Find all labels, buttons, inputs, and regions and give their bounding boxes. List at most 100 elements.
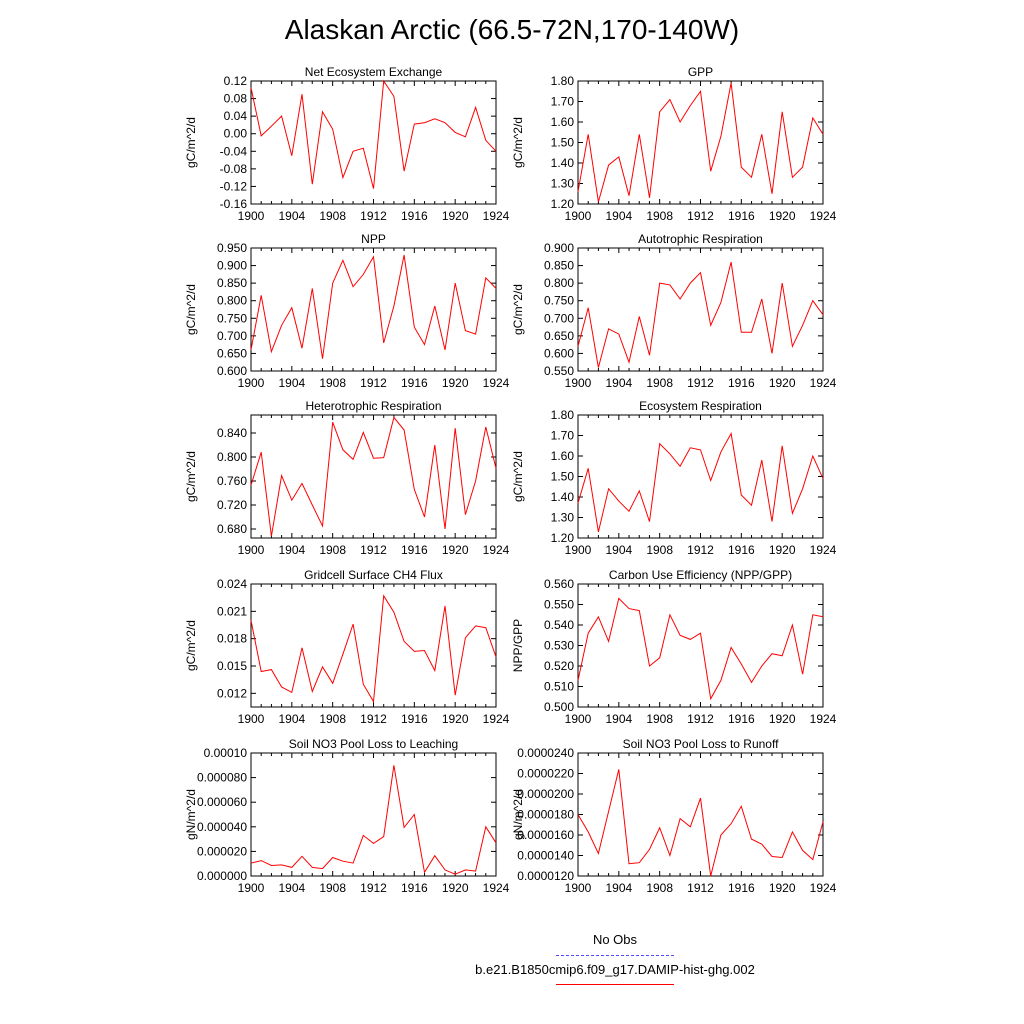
x-tick-label: 1924 [483, 881, 510, 895]
x-tick-label: 1916 [728, 712, 755, 726]
y-axis-label: gC/m^2/d [511, 284, 525, 335]
y-axis-label: NPP/GPP [511, 619, 525, 672]
plot-frame [577, 414, 824, 539]
y-tick-label: -0.04 [220, 144, 248, 158]
x-tick-label: 1916 [401, 712, 428, 726]
y-tick-label: 0.750 [217, 311, 247, 325]
y-tick-label: 0.500 [544, 700, 574, 714]
x-tick-label: 1924 [810, 376, 837, 390]
chart-title: NPP [361, 232, 386, 246]
y-tick-label: 1.70 [551, 95, 575, 109]
y-tick-label: 0.840 [217, 426, 247, 440]
x-tick-label: 1912 [360, 543, 387, 557]
y-tick-label: 0.0000160 [517, 828, 574, 842]
x-tick-label: 1904 [605, 712, 632, 726]
x-tick-label: 1916 [401, 881, 428, 895]
x-tick-label: 1916 [401, 209, 428, 223]
x-tick-label: 1916 [728, 376, 755, 390]
y-axis-label: gC/m^2/d [184, 620, 198, 671]
y-tick-label: 0.600 [544, 346, 574, 360]
x-tick-label: 1908 [646, 376, 673, 390]
y-tick-label: 0.0000220 [517, 767, 574, 781]
series-line [250, 254, 497, 359]
chart-panel-1: Net Ecosystem Exchange -0.16 -0.12 -0.08 -0.… [184, 65, 510, 223]
y-tick-label: 0.520 [544, 659, 574, 673]
y-tick-label: 0.680 [217, 522, 247, 536]
plot-frame [250, 414, 497, 539]
plot-frame [577, 583, 824, 708]
x-tick-label: 1924 [810, 209, 837, 223]
y-tick-label: 0.530 [544, 639, 574, 653]
x-tick-label: 1912 [360, 209, 387, 223]
y-tick-label: 0.000040 [197, 820, 247, 834]
x-tick-label: 1916 [728, 209, 755, 223]
x-tick-label: 1920 [442, 376, 469, 390]
plot-frame [577, 80, 824, 205]
x-tick-label: 1920 [769, 376, 796, 390]
x-tick-label: 1908 [319, 543, 346, 557]
y-tick-label: 0.08 [224, 92, 248, 106]
x-tick-label: 1920 [769, 881, 796, 895]
x-tick-label: 1904 [605, 543, 632, 557]
series-line [577, 432, 824, 533]
y-tick-label: 0.0000240 [517, 746, 574, 760]
y-tick-label: 0.800 [217, 450, 247, 464]
x-tick-label: 1900 [238, 209, 265, 223]
series-line [250, 594, 497, 704]
y-tick-label: 0.000020 [197, 844, 247, 858]
legend-label-obs: No Obs [592, 932, 638, 947]
series-line [577, 261, 824, 368]
y-tick-label: -0.16 [220, 197, 248, 211]
x-tick-label: 1900 [565, 376, 592, 390]
y-tick-label: 0.00010 [204, 746, 248, 760]
y-tick-label: 0.550 [544, 598, 574, 612]
y-axis-label: gC/m^2/d [184, 117, 198, 168]
y-tick-label: 1.20 [551, 197, 575, 211]
series-line [577, 83, 824, 203]
x-tick-label: 1916 [401, 376, 428, 390]
y-tick-label: 1.50 [551, 136, 575, 150]
y-tick-label: 1.30 [551, 177, 575, 191]
x-tick-label: 1912 [687, 543, 714, 557]
x-tick-label: 1900 [238, 881, 265, 895]
x-tick-label: 1908 [646, 881, 673, 895]
y-tick-label: 0.900 [217, 259, 247, 273]
plot-frame [577, 752, 824, 877]
y-tick-label: 0.720 [217, 498, 247, 512]
y-tick-label: 0.000060 [197, 795, 247, 809]
chart-panel-8: Carbon Use Efficiency (NPP/GPP) 0.500 0.51… [511, 568, 837, 726]
series-line [250, 416, 497, 537]
x-tick-label: 1900 [565, 209, 592, 223]
x-tick-label: 1920 [769, 209, 796, 223]
x-tick-label: 1924 [810, 712, 837, 726]
y-tick-label: 0.510 [544, 680, 574, 694]
x-tick-label: 1920 [769, 712, 796, 726]
y-axis-label: gC/m^2/d [511, 117, 525, 168]
x-tick-label: 1912 [687, 881, 714, 895]
y-tick-label: 0.0000120 [517, 869, 574, 883]
y-tick-label: 0.800 [217, 294, 247, 308]
y-tick-label: 0.024 [217, 577, 247, 591]
x-tick-label: 1912 [687, 712, 714, 726]
x-tick-label: 1920 [442, 712, 469, 726]
chart-panel-10: Soil NO3 Pool Loss to Runoff 0.0000120 0.0… [511, 737, 837, 895]
x-tick-label: 1924 [483, 376, 510, 390]
y-tick-label: 1.30 [551, 511, 575, 525]
x-tick-label: 1920 [442, 543, 469, 557]
x-tick-label: 1908 [319, 209, 346, 223]
x-tick-label: 1908 [319, 881, 346, 895]
x-tick-label: 1900 [565, 881, 592, 895]
y-tick-label: 0.700 [217, 329, 247, 343]
y-tick-label: 0.700 [544, 311, 574, 325]
x-tick-label: 1908 [319, 376, 346, 390]
y-tick-label: 0.04 [224, 109, 248, 123]
x-tick-label: 1924 [810, 881, 837, 895]
plot-frame [250, 583, 497, 708]
chart-panel-4: Autotrophic Respiration 0.550 0.600 0.650 0.… [511, 232, 837, 390]
y-tick-label: 0.600 [217, 364, 247, 378]
y-tick-label: 0.540 [544, 618, 574, 632]
series-line [577, 769, 824, 877]
plot-frame [250, 247, 497, 372]
x-tick-label: 1904 [278, 376, 305, 390]
x-tick-label: 1912 [360, 712, 387, 726]
